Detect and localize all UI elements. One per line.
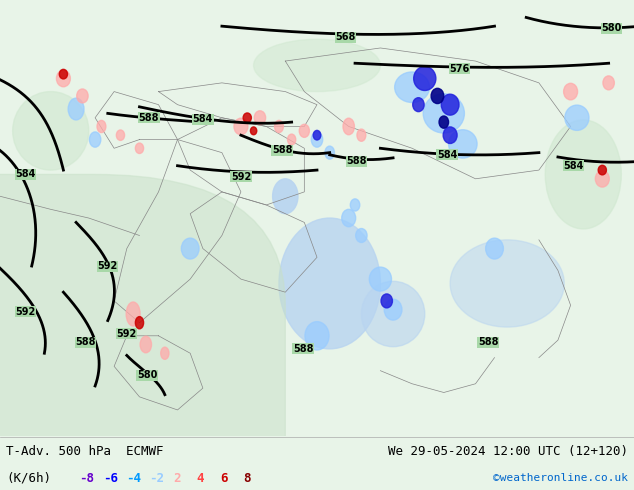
- Ellipse shape: [299, 124, 309, 137]
- Text: 592: 592: [231, 172, 251, 182]
- Ellipse shape: [449, 130, 477, 158]
- Text: -4: -4: [126, 472, 141, 485]
- Ellipse shape: [59, 70, 67, 79]
- Text: 576: 576: [450, 64, 470, 74]
- Text: 588: 588: [139, 113, 159, 123]
- Ellipse shape: [450, 240, 564, 327]
- Ellipse shape: [564, 83, 578, 100]
- Ellipse shape: [343, 118, 354, 135]
- Ellipse shape: [13, 92, 89, 170]
- Ellipse shape: [288, 134, 295, 145]
- Ellipse shape: [394, 72, 430, 102]
- Ellipse shape: [350, 199, 360, 211]
- Ellipse shape: [279, 218, 380, 349]
- Text: 584: 584: [193, 115, 213, 124]
- Ellipse shape: [413, 98, 424, 112]
- Ellipse shape: [254, 111, 266, 125]
- Text: 588: 588: [346, 156, 366, 167]
- Ellipse shape: [565, 105, 589, 130]
- Ellipse shape: [598, 165, 606, 175]
- Ellipse shape: [126, 302, 140, 326]
- Ellipse shape: [273, 179, 298, 214]
- Ellipse shape: [443, 127, 457, 144]
- Text: 8: 8: [243, 472, 251, 485]
- Text: 584: 584: [437, 150, 457, 160]
- Text: 592: 592: [117, 329, 137, 339]
- Ellipse shape: [356, 228, 367, 243]
- Text: 4: 4: [197, 472, 204, 485]
- Ellipse shape: [181, 238, 199, 259]
- Ellipse shape: [423, 94, 464, 133]
- Ellipse shape: [439, 116, 448, 128]
- Text: -6: -6: [103, 472, 118, 485]
- FancyBboxPatch shape: [0, 174, 285, 490]
- Ellipse shape: [56, 70, 70, 87]
- Text: 2: 2: [173, 472, 181, 485]
- Text: -2: -2: [150, 472, 165, 485]
- Text: We 29-05-2024 12:00 UTC (12+120): We 29-05-2024 12:00 UTC (12+120): [387, 445, 628, 458]
- Text: 592: 592: [15, 307, 36, 317]
- Ellipse shape: [275, 121, 283, 133]
- Ellipse shape: [135, 143, 143, 153]
- Ellipse shape: [413, 67, 436, 91]
- Ellipse shape: [305, 321, 329, 350]
- Text: 568: 568: [335, 32, 356, 42]
- Ellipse shape: [325, 146, 335, 159]
- Text: 584: 584: [564, 161, 584, 171]
- Text: T-Adv. 500 hPa  ECMWF: T-Adv. 500 hPa ECMWF: [6, 445, 164, 458]
- Ellipse shape: [140, 336, 152, 353]
- Ellipse shape: [431, 88, 444, 103]
- Ellipse shape: [595, 171, 609, 187]
- Ellipse shape: [357, 129, 366, 141]
- Text: 588: 588: [272, 145, 292, 155]
- Ellipse shape: [135, 317, 143, 329]
- Ellipse shape: [161, 347, 169, 359]
- Ellipse shape: [311, 132, 323, 147]
- Ellipse shape: [603, 76, 614, 90]
- Text: 584: 584: [15, 170, 36, 179]
- Text: -8: -8: [79, 472, 94, 485]
- Text: 580: 580: [602, 24, 622, 33]
- Ellipse shape: [243, 113, 251, 122]
- Ellipse shape: [441, 94, 459, 115]
- Ellipse shape: [234, 118, 248, 135]
- Ellipse shape: [68, 98, 84, 120]
- Text: 588: 588: [75, 337, 96, 347]
- Ellipse shape: [486, 238, 503, 259]
- Text: 588: 588: [293, 344, 313, 354]
- Text: ©weatheronline.co.uk: ©weatheronline.co.uk: [493, 473, 628, 483]
- Ellipse shape: [369, 267, 391, 291]
- Ellipse shape: [381, 294, 392, 308]
- Ellipse shape: [313, 130, 321, 140]
- Ellipse shape: [342, 209, 356, 227]
- Ellipse shape: [117, 130, 124, 141]
- Text: 592: 592: [98, 261, 118, 271]
- Ellipse shape: [361, 281, 425, 347]
- Text: 6: 6: [220, 472, 228, 485]
- Ellipse shape: [254, 39, 380, 92]
- Ellipse shape: [77, 89, 88, 103]
- Ellipse shape: [97, 121, 106, 133]
- Ellipse shape: [545, 120, 621, 229]
- Text: 588: 588: [478, 337, 498, 347]
- Ellipse shape: [89, 132, 101, 147]
- Ellipse shape: [250, 127, 257, 135]
- Ellipse shape: [384, 299, 402, 320]
- Text: (K/6h): (K/6h): [6, 472, 51, 485]
- Text: 580: 580: [137, 370, 157, 380]
